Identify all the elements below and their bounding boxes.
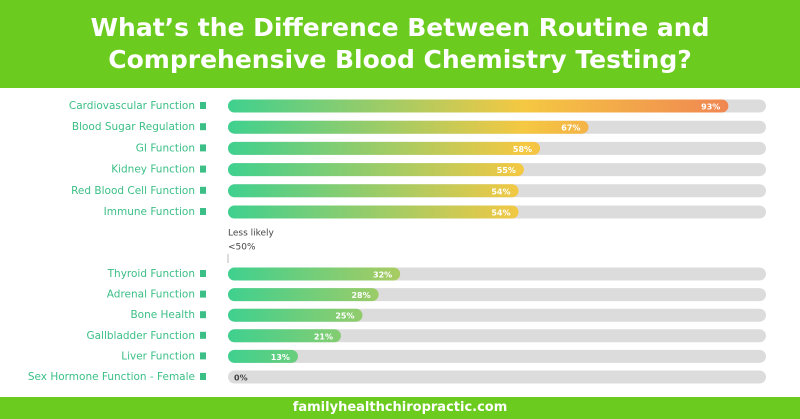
category-label: Sex Hormone Function - Female [28,371,195,383]
bar-track [228,370,766,384]
doc-icon [200,165,206,173]
annotation: Less likely [228,229,275,239]
doc-icon [200,270,206,277]
value-label: 93% [701,103,720,112]
value-label: 25% [335,312,354,321]
category-label: Liver Function [121,350,195,362]
category-label: Cardiovascular Function [69,100,195,112]
chart-title: What’s the Difference Between Routine an… [90,13,710,74]
category-label: Immune Function [104,206,195,218]
value-label: 54% [491,209,510,218]
chart: Cardiovascular Function 93% Blood Sugar Re… [28,99,766,384]
category-label: Bone Health [130,309,195,321]
bar [228,205,519,219]
category-label: Kidney Function [111,164,195,176]
doc-icon [200,373,206,380]
category-label: GI Function [136,142,195,154]
doc-icon [200,208,206,215]
value-label: 54% [491,187,510,196]
bar-track [228,349,766,363]
doc-icon [200,144,206,152]
bar [228,288,379,302]
value-label: 28% [351,291,370,300]
bar [228,267,401,281]
header: What’s the Difference Between Routine an… [0,0,800,88]
bar-track [228,329,766,343]
doc-icon [200,123,206,131]
category-label: Thyroid Function [107,268,195,280]
value-label: 58% [513,145,532,154]
bar [228,329,341,343]
category-label: Red Blood Cell Function [71,185,195,197]
value-label: 13% [271,353,290,362]
value-label: 0% [234,374,248,383]
doc-icon [200,331,206,339]
category-label: Gallbladder Function [86,330,195,342]
bar [228,349,298,363]
bar [228,99,729,113]
doc-icon [200,186,206,194]
doc-icon [200,311,206,319]
source: familyhealthchiropractic.com [0,397,800,419]
bar [228,308,363,322]
bar [228,163,524,177]
category-label: Adrenal Function [107,289,195,301]
value-label: 21% [314,332,333,341]
category-label: Blood Sugar Regulation [72,121,195,133]
value-label: 55% [497,166,516,175]
value-label: 32% [373,271,392,280]
annotation: <50% [228,243,256,253]
doc-icon [200,290,206,298]
value-label: 67% [561,124,580,133]
bar [228,141,541,155]
doc-icon [200,352,206,360]
bar [228,120,589,134]
doc-icon [200,102,206,109]
bar-track [228,308,766,322]
bar [228,184,519,198]
